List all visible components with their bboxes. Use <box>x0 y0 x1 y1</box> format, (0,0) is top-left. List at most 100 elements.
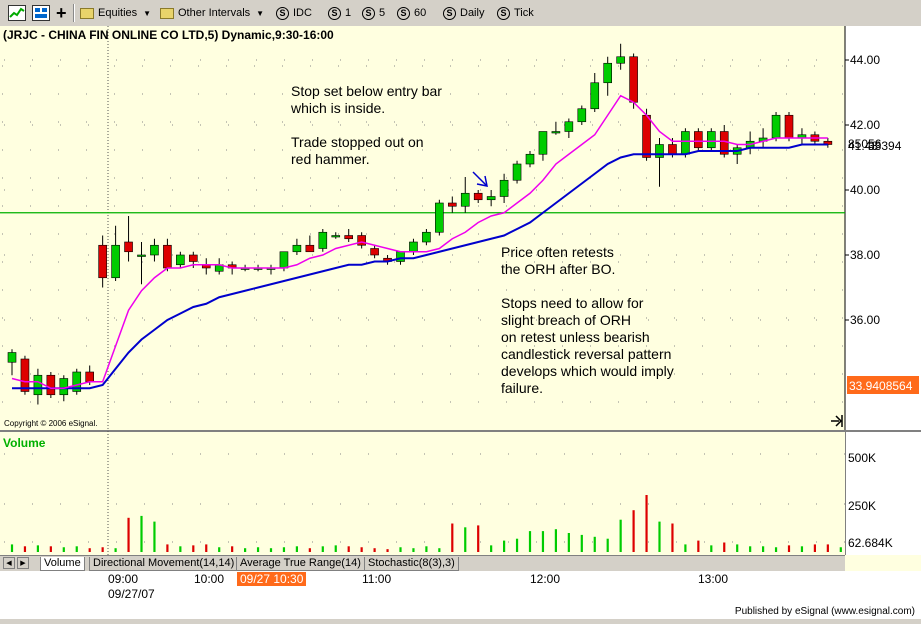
footer: Published by eSignal (www.esignal.com) <box>0 605 921 619</box>
candle-body <box>447 202 457 207</box>
candle <box>370 245 379 259</box>
candle <box>512 160 522 184</box>
date-label: 09/27/07 <box>108 587 155 601</box>
interval-1-button[interactable]: S 1 <box>328 3 351 23</box>
candle <box>447 196 457 213</box>
tab-scroll-left-icon[interactable]: ◀ <box>3 557 15 569</box>
candle <box>435 199 444 236</box>
candle <box>318 229 328 252</box>
interval-1-label: 1 <box>345 7 352 19</box>
candle-body <box>137 254 146 257</box>
candle-body <box>292 244 302 253</box>
last-price-overlay-text: 85056 <box>848 137 882 151</box>
candle-body <box>422 231 431 243</box>
idc-button[interactable]: S IDC <box>276 3 312 23</box>
tab-average-true-range[interactable]: Average True Range(14) <box>236 557 365 571</box>
time-label-1000: 10:00 <box>194 572 225 586</box>
candle-body <box>603 62 613 84</box>
daily-button[interactable]: S Daily <box>443 3 484 23</box>
add-icon[interactable]: + <box>56 2 67 23</box>
interval-5-button[interactable]: S 5 <box>362 3 385 23</box>
candle-body <box>681 131 690 155</box>
volume-pane <box>0 432 845 555</box>
candle-body <box>706 131 716 149</box>
volume-last-label: 62.684K <box>848 536 893 550</box>
candle <box>292 238 302 255</box>
candle-body <box>655 144 664 158</box>
candle-body <box>331 235 341 238</box>
tick-button[interactable]: S Tick <box>497 3 534 23</box>
candle-body <box>33 374 43 396</box>
interval-60-button[interactable]: S 60 <box>397 3 426 23</box>
price-tick-label: 38.00 <box>850 248 880 262</box>
toolbar-separator <box>73 4 75 22</box>
crosshair-time-label: 09/27 10:30 <box>237 572 307 586</box>
candle <box>124 216 133 262</box>
layout-icon[interactable] <box>32 3 50 23</box>
candle <box>357 232 366 249</box>
other-intervals-dropdown[interactable]: Other Intervals ▼ <box>160 3 264 23</box>
chevron-down-icon: ▼ <box>256 8 265 18</box>
candle <box>694 128 703 151</box>
equities-dropdown[interactable]: Equities ▼ <box>80 3 151 23</box>
candle-body <box>668 144 677 155</box>
scroll-to-end-icon[interactable] <box>829 413 844 428</box>
candle <box>305 235 315 253</box>
tick-label: Tick <box>514 7 534 19</box>
candle-body <box>279 251 289 269</box>
candle-body <box>409 241 418 253</box>
candle <box>590 73 600 112</box>
volume-tick-250k: 250K <box>848 499 876 513</box>
candle <box>98 235 107 288</box>
red-price-label-bg <box>847 376 919 394</box>
candle-body <box>590 82 600 110</box>
candle-body <box>486 196 496 201</box>
candle-body <box>150 244 159 256</box>
published-by: Published by eSignal (www.esignal.com) <box>734 606 915 617</box>
price-chart-svg[interactable]: 44.00 42.00 40.00 38.00 36.00 (JRJC - CHINA … <box>0 26 921 619</box>
candles <box>7 43 833 405</box>
candle <box>771 112 781 142</box>
tab-stochastic[interactable]: Stochastic(8(3),3) <box>364 557 459 571</box>
equities-label: Equities <box>98 7 138 19</box>
candle <box>460 177 470 213</box>
candle <box>603 56 613 96</box>
last-price-overlay-text-2: 33394 <box>868 139 902 153</box>
candle-body <box>396 251 405 262</box>
interval-60-label: 60 <box>414 7 427 19</box>
candle <box>784 112 794 142</box>
ema-fast-line <box>11 94 828 389</box>
candle <box>525 151 535 168</box>
candle <box>7 349 17 376</box>
candle-body <box>551 131 561 134</box>
candle-body <box>124 241 133 253</box>
candle-body <box>20 358 30 392</box>
idc-label: IDC <box>293 7 312 19</box>
tab-directional-movement[interactable]: Directional Movement(14,14) <box>89 557 239 571</box>
time-label-1200: 12:00 <box>530 572 561 586</box>
candle <box>655 138 664 187</box>
tab-volume[interactable]: Volume <box>40 557 85 571</box>
candle-body <box>7 352 17 363</box>
candle <box>111 225 120 281</box>
time-label-1300: 13:00 <box>698 572 729 586</box>
copyright: Copyright © 2006 eSignal. <box>4 419 98 428</box>
candle <box>46 372 56 398</box>
candle-body <box>318 231 328 249</box>
candle <box>616 43 625 70</box>
annotation-stop-note: Stop set below entry bar which is inside… <box>291 83 442 167</box>
interval-circle-icon: S <box>497 6 510 20</box>
candle <box>331 232 341 239</box>
annotation-orh-note: Price often retests the ORH after BO. St… <box>501 244 674 396</box>
tab-scroll-right-icon[interactable]: ▶ <box>17 557 29 569</box>
interval-circle-icon: S <box>397 6 410 20</box>
time-axis: 09:00 09/27/07 10:00 09/27 10:30 11:00 1… <box>0 571 921 605</box>
time-label-1100: 11:00 <box>362 572 392 586</box>
volume-title: Volume <box>3 436 46 450</box>
chart-icon[interactable] <box>8 3 26 23</box>
candle <box>538 131 548 161</box>
daily-label: Daily <box>460 7 485 19</box>
ema-slow-line <box>12 143 828 390</box>
candle-body <box>629 56 638 103</box>
interval-circle-icon: S <box>328 6 341 20</box>
